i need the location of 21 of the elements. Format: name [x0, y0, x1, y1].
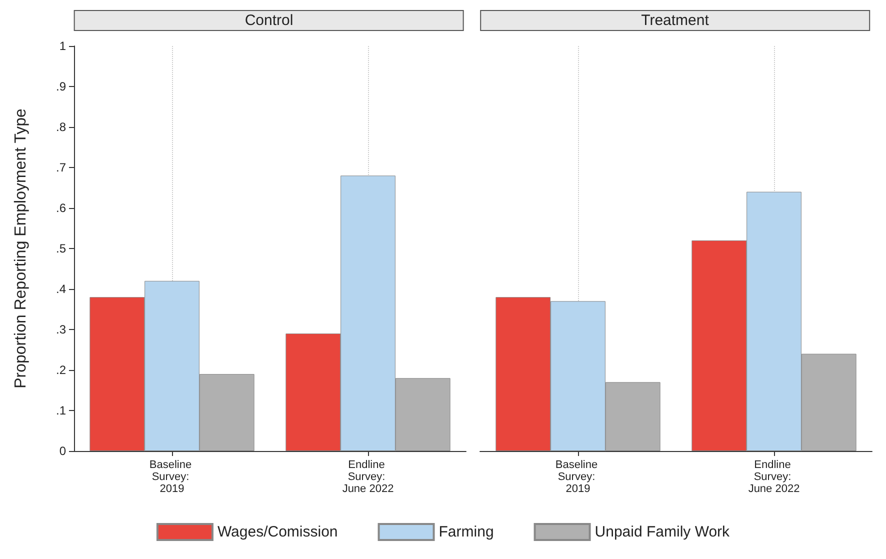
y-tick-label: .4 — [56, 282, 66, 296]
y-tick-label: .7 — [56, 160, 66, 174]
y-tick-label: 1 — [59, 39, 66, 53]
y-tick-label: .1 — [56, 404, 66, 418]
legend-label: Unpaid Family Work — [594, 524, 730, 540]
y-tick-label: .5 — [56, 242, 66, 256]
y-tick-label: .2 — [56, 363, 66, 377]
y-tick-label: 0 — [59, 444, 66, 458]
x-tick-label: Baseline Survey: 2019 — [555, 459, 601, 495]
legend-label: Wages/Comission — [217, 524, 338, 540]
chart-title: Treatment — [641, 12, 710, 29]
legend-label: Farming — [438, 524, 494, 540]
y-tick-label: .3 — [56, 322, 66, 336]
x-tick-label: Endline Survey: June 2022 — [748, 459, 800, 495]
chart-title: Control — [244, 12, 294, 29]
y-tick-label: .9 — [56, 80, 66, 94]
y-tick-label: .6 — [56, 201, 66, 215]
y-axis-title: Proportion Reporting Employment Type — [12, 108, 30, 388]
x-tick-label: Endline Survey: June 2022 — [342, 459, 394, 495]
x-tick-label: Baseline Survey: 2019 — [149, 459, 195, 495]
y-tick-label: .8 — [56, 120, 66, 134]
